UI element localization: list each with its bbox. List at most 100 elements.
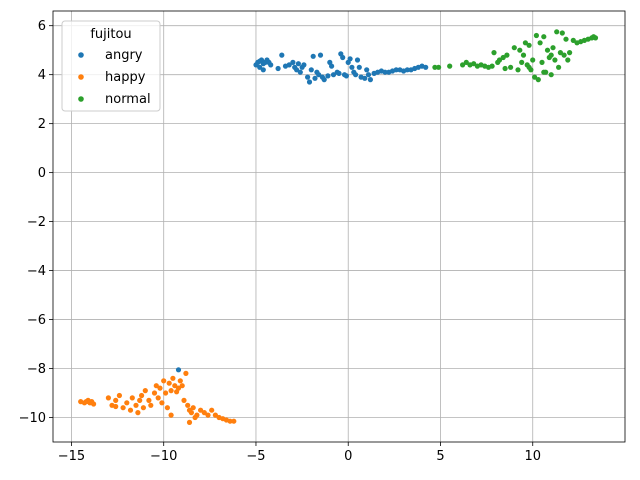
data-point <box>382 69 388 75</box>
data-point <box>393 67 399 73</box>
x-tick-label: −10 <box>150 449 177 464</box>
data-point <box>295 61 301 67</box>
data-point <box>533 32 540 39</box>
data-point <box>491 50 497 56</box>
x-axis-ticks: −15 −10 −5 0 5 10 <box>58 442 541 464</box>
data-point <box>504 52 510 58</box>
y-tick-label: −4 <box>27 264 46 279</box>
legend-label-happy: happy <box>105 70 146 85</box>
data-point <box>532 74 538 80</box>
y-tick-label: 4 <box>38 68 46 83</box>
data-point <box>563 36 569 42</box>
data-point <box>447 63 453 69</box>
data-point <box>113 397 119 403</box>
data-point <box>163 390 169 396</box>
data-point <box>209 407 215 413</box>
data-point <box>567 50 573 56</box>
data-point <box>329 63 335 69</box>
x-tick-label: 5 <box>436 449 444 464</box>
data-point <box>340 54 346 61</box>
data-point <box>201 410 207 416</box>
series-normal <box>432 29 599 83</box>
y-tick-label: −10 <box>19 411 46 426</box>
y-tick-label: 6 <box>38 19 46 34</box>
legend-marker-normal <box>78 96 84 102</box>
data-point <box>496 57 503 63</box>
data-point <box>186 419 193 425</box>
data-point <box>556 64 562 70</box>
y-tick-label: −8 <box>27 362 46 377</box>
data-point <box>275 65 281 72</box>
data-point <box>135 410 141 416</box>
x-tick-label: 0 <box>344 449 352 464</box>
legend: fujitou angry happy normal <box>61 20 161 112</box>
data-point <box>367 77 373 83</box>
data-point <box>116 392 122 399</box>
data-point <box>535 77 541 83</box>
data-point <box>552 57 558 63</box>
data-point <box>321 77 327 83</box>
data-point <box>172 383 178 389</box>
data-point <box>570 37 576 44</box>
data-point <box>205 412 211 418</box>
data-point <box>554 29 560 35</box>
data-point <box>161 378 167 384</box>
plot-frame <box>52 10 626 443</box>
data-point <box>177 378 183 384</box>
data-point <box>190 405 196 411</box>
data-point <box>129 395 135 401</box>
data-point <box>260 67 266 73</box>
data-point <box>544 47 551 53</box>
data-point <box>515 67 521 73</box>
data-point <box>463 59 469 65</box>
data-point <box>231 418 237 424</box>
y-tick-label: 0 <box>38 166 46 181</box>
data-point <box>508 64 514 70</box>
data-point <box>336 70 342 76</box>
data-point <box>113 403 119 410</box>
legend-items: angry happy normal <box>78 48 151 107</box>
data-point <box>520 52 527 58</box>
data-point <box>120 405 126 411</box>
data-point <box>489 63 495 69</box>
data-point <box>168 388 174 394</box>
data-point <box>522 40 529 46</box>
data-point <box>153 383 159 389</box>
data-point <box>330 72 337 78</box>
data-point <box>548 52 554 58</box>
data-point <box>353 72 359 78</box>
data-point <box>471 61 477 67</box>
data-point <box>526 64 532 70</box>
data-point <box>364 67 370 73</box>
data-point <box>286 62 292 68</box>
data-point <box>519 59 525 65</box>
data-point <box>297 69 303 75</box>
data-point <box>526 42 532 48</box>
data-point <box>155 395 161 401</box>
legend-box <box>61 20 161 112</box>
data-point <box>557 50 564 56</box>
data-point <box>164 405 170 411</box>
data-point <box>517 47 523 53</box>
data-point <box>175 367 182 373</box>
data-point <box>290 59 296 65</box>
data-point <box>306 79 313 85</box>
data-point <box>317 52 324 58</box>
data-point <box>181 397 187 403</box>
data-point <box>312 75 318 81</box>
data-point <box>316 72 322 78</box>
data-points <box>78 29 599 425</box>
data-point <box>151 390 158 396</box>
data-point <box>183 370 189 376</box>
data-point <box>185 402 191 408</box>
data-point <box>460 62 466 68</box>
data-point <box>565 57 571 63</box>
data-point <box>159 400 165 406</box>
data-point <box>354 57 361 63</box>
data-point <box>268 62 274 68</box>
data-point <box>179 383 185 389</box>
data-point <box>541 34 547 40</box>
data-point <box>349 64 355 70</box>
legend-marker-angry <box>78 52 84 58</box>
